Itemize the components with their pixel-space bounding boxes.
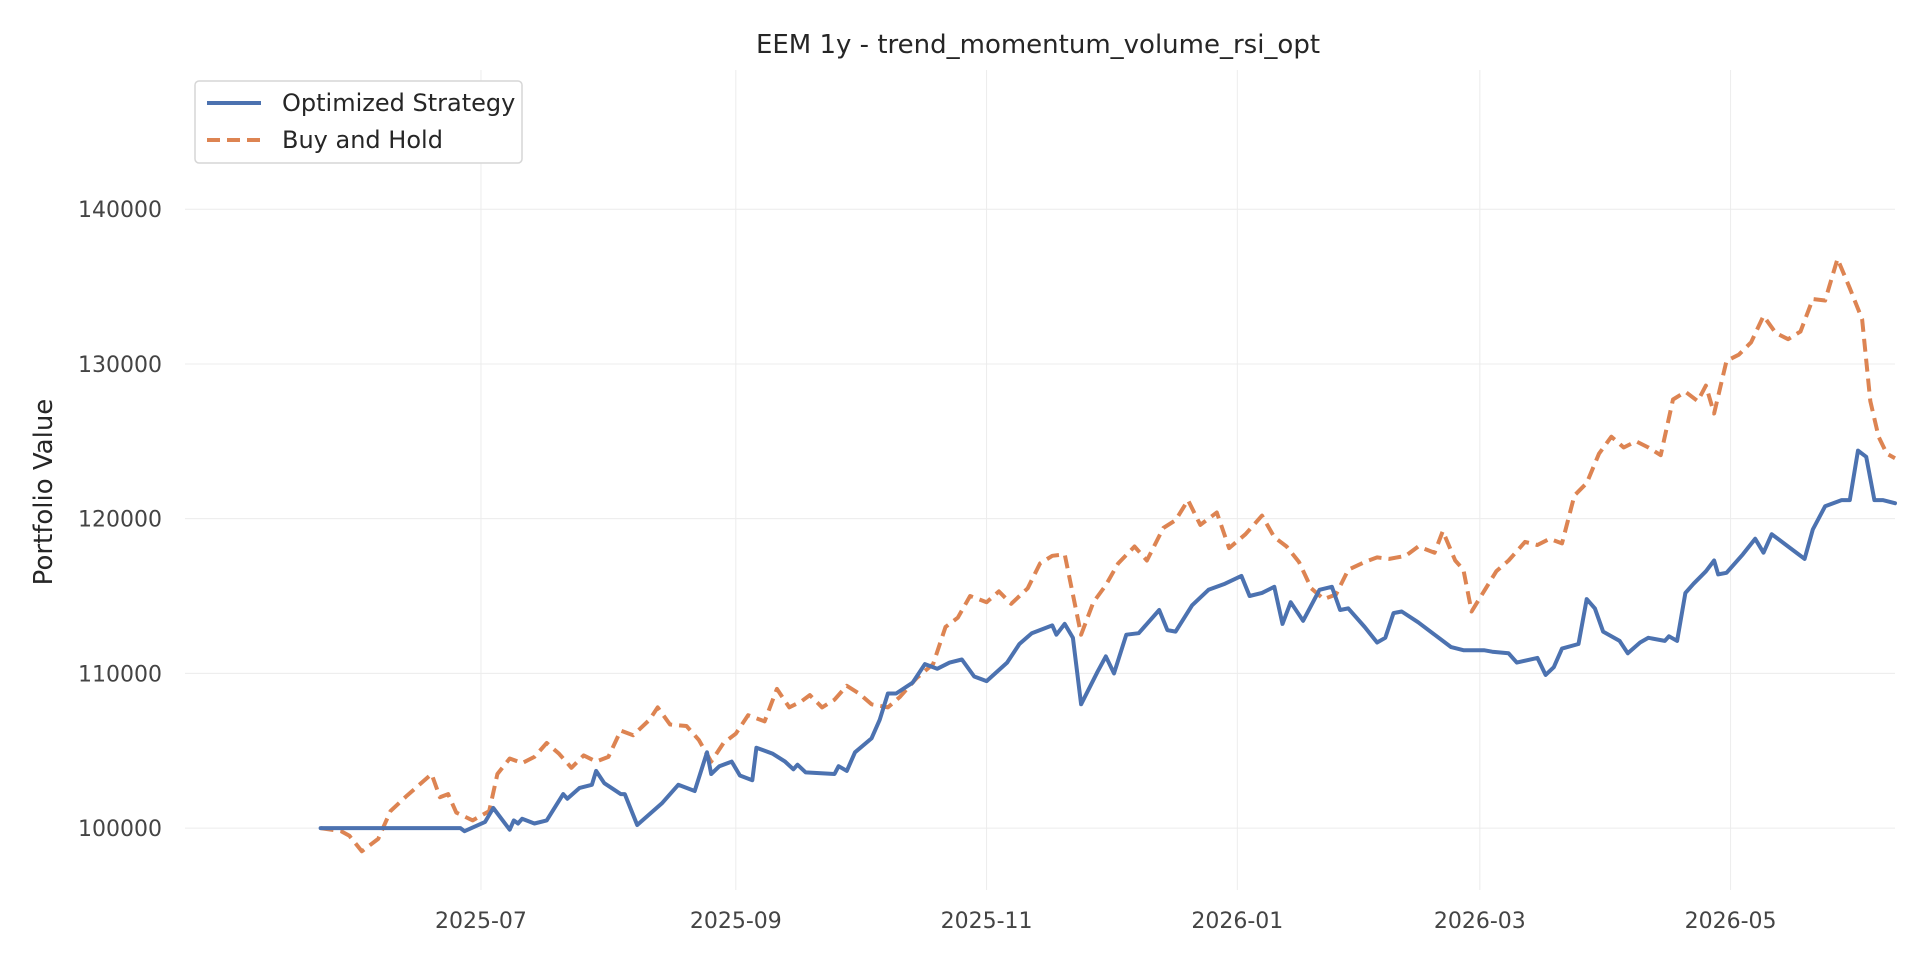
y-tick-label: 130000 xyxy=(78,353,162,378)
x-tick-label: 2025-11 xyxy=(941,909,1033,934)
chart-title: EEM 1y - trend_momentum_volume_rsi_opt xyxy=(756,30,1320,60)
y-tick-label: 120000 xyxy=(78,508,162,533)
series-line-buy-and-hold xyxy=(320,256,1896,854)
y-tick-label: 110000 xyxy=(78,662,162,687)
x-tick-label: 2026-05 xyxy=(1685,909,1777,934)
x-tick-label: 2026-03 xyxy=(1434,909,1526,934)
legend: Optimized Strategy Buy and Hold xyxy=(194,80,523,164)
series-line-optimized-strategy xyxy=(318,448,1897,834)
series-layer xyxy=(318,256,1897,854)
y-tick-label: 100000 xyxy=(78,817,162,842)
x-tick-label: 2025-09 xyxy=(690,909,782,934)
legend-label-buy-and-hold: Buy and Hold xyxy=(282,126,443,154)
tick-layer: 100000 110000 120000 130000 140000 2025-07 202… xyxy=(78,198,1777,934)
y-axis-label: Portfolio Value xyxy=(29,399,59,586)
legend-box xyxy=(194,80,523,164)
y-tick-label: 140000 xyxy=(78,198,162,223)
grid-layer xyxy=(185,70,1895,890)
x-tick-label: 2026-01 xyxy=(1191,909,1283,934)
x-tick-label: 2025-07 xyxy=(435,909,527,934)
legend-label-optimized-strategy: Optimized Strategy xyxy=(282,89,515,117)
